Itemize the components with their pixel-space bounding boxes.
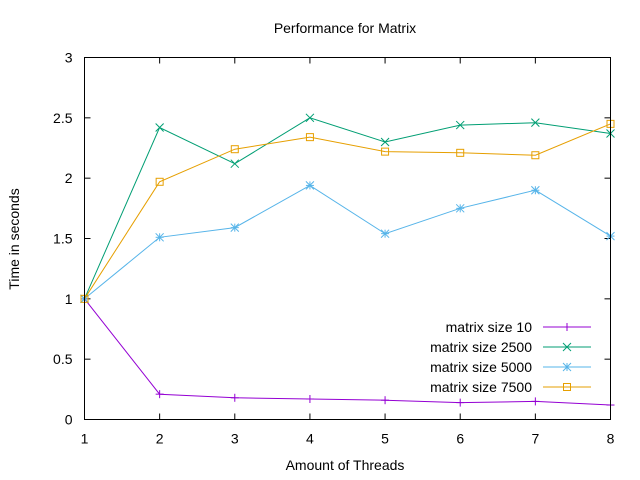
series-line-1 <box>84 117 611 300</box>
data-point <box>230 145 239 154</box>
data-point <box>230 393 239 402</box>
data-point <box>305 181 315 190</box>
data-point <box>531 151 540 160</box>
data-point <box>381 396 390 405</box>
legend-marker <box>563 323 571 331</box>
x-tick-label: 3 <box>231 431 239 447</box>
data-point <box>455 120 465 130</box>
y-tick-label: 0.5 <box>53 351 73 367</box>
data-point <box>380 229 390 239</box>
y-tick-label: 1 <box>65 291 73 307</box>
plot-border <box>84 57 611 420</box>
data-point <box>456 398 465 407</box>
x-tick-label: 2 <box>156 431 164 447</box>
legend-label: matrix size 5000 <box>430 359 532 375</box>
x-tick-label: 7 <box>531 431 539 447</box>
x-tick-label: 1 <box>81 431 89 447</box>
y-tick-label: 1.5 <box>53 231 73 247</box>
y-tick-label: 2.5 <box>53 110 73 126</box>
chart-title: Performance for Matrix <box>274 20 416 36</box>
y-tick-label: 3 <box>65 50 73 66</box>
series-line-3 <box>84 123 611 300</box>
series-line-0 <box>84 298 611 406</box>
data-point <box>155 232 164 242</box>
x-tick-label: 4 <box>306 431 314 447</box>
data-point <box>230 159 240 169</box>
data-point <box>155 390 164 399</box>
plot-area <box>80 113 615 410</box>
data-point <box>381 147 390 156</box>
x-tick-label: 5 <box>381 431 389 447</box>
data-point <box>305 133 314 142</box>
axes: 1 2 3 4 5 6 7 8 0 0.5 1 1.5 2 2.5 3 <box>53 50 615 447</box>
data-point <box>456 148 465 157</box>
data-point <box>230 223 240 232</box>
x-axis-label: Amount of Threads <box>286 457 405 473</box>
data-point <box>155 177 164 186</box>
legend: matrix size 10 matrix size 2500 matrix siz… <box>430 319 591 395</box>
data-point <box>531 118 540 128</box>
x-tick-label: 6 <box>456 431 464 447</box>
legend-label: matrix size 2500 <box>430 339 532 355</box>
legend-marker <box>562 362 572 372</box>
data-point <box>305 113 315 123</box>
y-axis-label: Time in seconds <box>6 188 22 289</box>
x-tick-label: 8 <box>607 431 615 447</box>
legend-marker <box>563 383 571 391</box>
data-point <box>155 123 164 132</box>
data-point <box>531 185 540 195</box>
legend-label: matrix size 7500 <box>430 379 532 395</box>
data-point <box>305 394 314 403</box>
data-point <box>380 137 390 147</box>
y-tick-label: 2 <box>65 170 73 186</box>
data-point <box>531 397 540 406</box>
legend-label: matrix size 10 <box>446 319 533 335</box>
series-line-2 <box>84 184 611 300</box>
data-point <box>455 203 465 213</box>
legend-marker <box>562 342 572 352</box>
y-tick-label: 0 <box>65 412 73 428</box>
